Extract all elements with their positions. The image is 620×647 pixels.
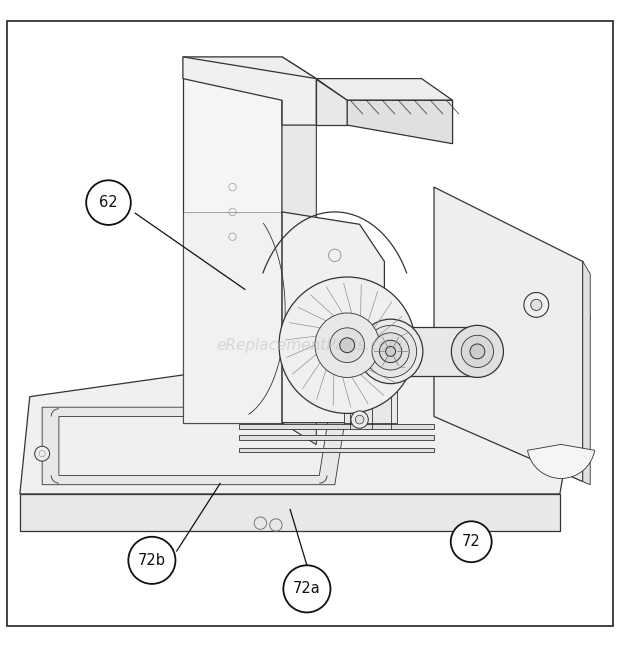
Wedge shape (528, 444, 595, 479)
Polygon shape (583, 261, 590, 485)
Polygon shape (183, 57, 316, 78)
Circle shape (365, 325, 417, 377)
Circle shape (379, 340, 402, 362)
Circle shape (524, 292, 549, 317)
Circle shape (351, 411, 368, 428)
Polygon shape (59, 417, 329, 476)
Polygon shape (183, 57, 316, 125)
Polygon shape (316, 78, 453, 100)
Circle shape (531, 300, 542, 311)
Circle shape (279, 277, 415, 413)
Polygon shape (397, 327, 477, 376)
Polygon shape (344, 386, 397, 422)
Text: 72b: 72b (138, 553, 166, 568)
Circle shape (470, 344, 485, 359)
Circle shape (451, 521, 492, 562)
Polygon shape (282, 100, 316, 444)
Polygon shape (42, 407, 347, 485)
Circle shape (451, 325, 503, 377)
Circle shape (86, 181, 131, 225)
Polygon shape (347, 100, 453, 144)
Polygon shape (183, 212, 282, 422)
Circle shape (330, 328, 365, 362)
Polygon shape (20, 317, 590, 494)
Polygon shape (282, 212, 384, 422)
Polygon shape (282, 57, 316, 444)
Polygon shape (239, 435, 434, 440)
Polygon shape (239, 448, 434, 452)
Polygon shape (239, 424, 434, 429)
Circle shape (283, 565, 330, 613)
Circle shape (128, 537, 175, 584)
Text: eReplacementParts.com: eReplacementParts.com (216, 338, 404, 353)
Polygon shape (434, 187, 583, 481)
Polygon shape (183, 57, 282, 422)
Circle shape (358, 319, 423, 384)
Text: 62: 62 (99, 195, 118, 210)
Polygon shape (316, 78, 347, 125)
Circle shape (386, 346, 396, 356)
Text: 72a: 72a (293, 582, 321, 597)
Circle shape (315, 313, 379, 377)
Circle shape (372, 333, 409, 370)
Circle shape (355, 415, 364, 424)
Circle shape (340, 338, 355, 353)
Circle shape (461, 335, 494, 367)
Polygon shape (20, 494, 560, 531)
Text: 72: 72 (462, 534, 480, 549)
Circle shape (35, 446, 50, 461)
